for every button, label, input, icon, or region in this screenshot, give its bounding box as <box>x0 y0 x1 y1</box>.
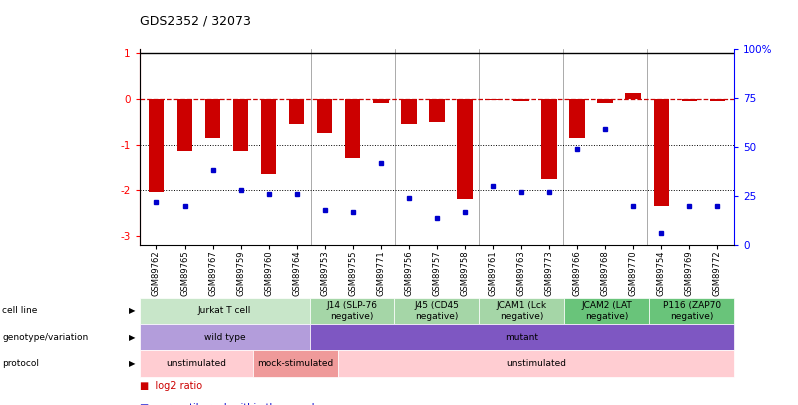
Text: mutant: mutant <box>505 333 539 342</box>
Text: P116 (ZAP70
negative): P116 (ZAP70 negative) <box>662 301 721 320</box>
Text: ▶: ▶ <box>129 306 136 315</box>
Bar <box>205 99 220 138</box>
Text: GDS2352 / 32073: GDS2352 / 32073 <box>140 14 251 27</box>
Text: unstimulated: unstimulated <box>166 359 227 368</box>
Bar <box>709 99 725 101</box>
Bar <box>598 99 613 103</box>
Bar <box>233 99 248 151</box>
Bar <box>429 99 444 121</box>
Bar <box>317 99 333 133</box>
Text: wild type: wild type <box>203 333 246 342</box>
Text: ■  percentile rank within the sample: ■ percentile rank within the sample <box>140 403 320 405</box>
Bar <box>401 99 417 124</box>
Text: ▶: ▶ <box>129 359 136 368</box>
Text: J14 (SLP-76
negative): J14 (SLP-76 negative) <box>326 301 377 320</box>
Text: JCAM1 (Lck
negative): JCAM1 (Lck negative) <box>497 301 547 320</box>
Text: J45 (CD45
negative): J45 (CD45 negative) <box>414 301 460 320</box>
Bar <box>289 99 304 124</box>
Bar <box>681 99 697 101</box>
Bar <box>148 99 164 192</box>
Text: JCAM2 (LAT
negative): JCAM2 (LAT negative) <box>582 301 632 320</box>
Bar <box>345 99 361 158</box>
Bar <box>485 99 500 100</box>
Text: genotype/variation: genotype/variation <box>2 333 89 342</box>
Text: unstimulated: unstimulated <box>506 359 566 368</box>
Bar <box>457 99 472 199</box>
Text: Jurkat T cell: Jurkat T cell <box>198 306 251 315</box>
Bar <box>626 94 641 99</box>
Text: cell line: cell line <box>2 306 38 315</box>
Bar <box>513 99 529 101</box>
Bar <box>177 99 192 151</box>
Bar <box>373 99 389 103</box>
Text: ■  log2 ratio: ■ log2 ratio <box>140 381 202 391</box>
Bar <box>541 99 557 179</box>
Bar <box>570 99 585 138</box>
Bar <box>654 99 669 206</box>
Bar <box>261 99 276 174</box>
Text: ▶: ▶ <box>129 333 136 342</box>
Text: mock-stimulated: mock-stimulated <box>257 359 334 368</box>
Text: protocol: protocol <box>2 359 39 368</box>
